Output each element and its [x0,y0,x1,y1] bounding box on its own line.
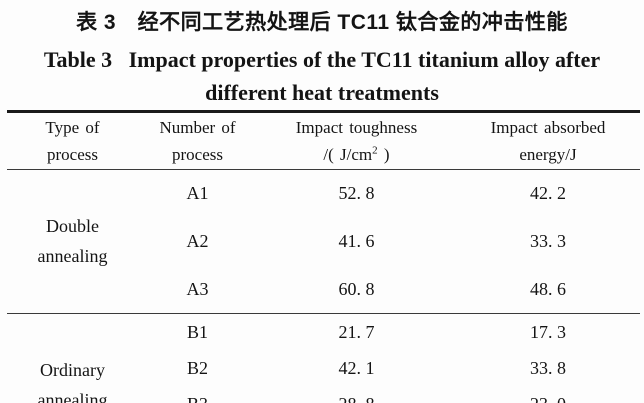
header-type-of-process: Type of process [7,112,138,170]
table-row-a3: A3 60. 8 48. 6 [7,266,640,314]
group-label: Double annealing [37,216,108,266]
cell-impact-energy: 17. 3 [530,321,566,342]
cell-impact-energy: 33. 3 [530,231,566,252]
cell-process-number: A3 [186,279,209,300]
cell-process-number: B2 [186,357,208,378]
header-impact-toughness: Impact toughness /( J/cm2 ) [257,112,456,170]
cell-impact-toughness: 60. 8 [338,279,375,300]
cell-process-number: A1 [186,183,209,204]
cell-process-number: B1 [186,321,208,342]
header-line: energy/J [519,145,577,164]
group-label: Ordinary annealing [37,360,108,403]
header-line: Impact toughness [295,117,418,137]
table-row-a2: A2 41. 6 33. 3 [7,218,640,266]
cell-impact-energy: 23. 0 [456,387,640,403]
header-line: process [172,145,223,164]
superscript-two: 2 [372,144,378,157]
cell-impact-toughness: 41. 6 [338,231,375,252]
cell-impact-toughness: 52. 8 [338,183,375,204]
header-line: Type of [45,117,100,137]
header-line: Impact absorbed [490,117,606,137]
header-number-of-process: Number of process [138,112,257,170]
cell-impact-energy: 42. 2 [530,183,566,204]
table-header-row: Type of process Number of process Impact… [7,112,640,170]
table-title-english-line2: different heat treatments [205,80,439,105]
cell-process-number: B3 [138,387,257,403]
table-row-b1: Ordinary annealing B1 21. 7 17. 3 [7,314,640,403]
group-double-annealing: Double annealing A1 52. 8 42. 2 A2 41. 6… [7,170,640,314]
table-row-b2: B2 42. 1 33. 8 [7,350,640,386]
header-impact-absorbed-energy: Impact absorbed energy/J [456,112,640,170]
header-line: process [47,145,98,164]
cell-impact-energy: 48. 6 [530,279,566,300]
group-label-cell-ordinary-annealing: Ordinary annealing [7,314,138,403]
cell-impact-toughness: 42. 1 [338,357,375,378]
cell-impact-toughness: 28. 8 [257,387,456,403]
cell-impact-energy: 33. 8 [530,357,566,378]
group-label-cell-double-annealing: Double annealing [7,170,138,314]
cell-process-number: A2 [186,231,209,252]
group-ordinary-annealing: Ordinary annealing B1 21. 7 17. 3 B2 42.… [7,314,640,403]
impact-properties-table: Type of process Number of process Impact… [7,110,640,403]
table-title-chinese: 表 3 经不同工艺热处理后 TC11 钛合金的冲击性能 [76,11,568,34]
table-row-b3: B3 28. 8 23. 0 [7,387,640,403]
header-line: Number of [159,117,236,137]
cell-impact-toughness: 21. 7 [338,321,375,342]
table-title-english-line1: Table 3 Impact properties of the TC11 ti… [43,47,601,72]
table-row-a1: Double annealing A1 52. 8 42. 2 [7,170,640,265]
header-unit: /( J/cm2 ) [323,144,390,164]
